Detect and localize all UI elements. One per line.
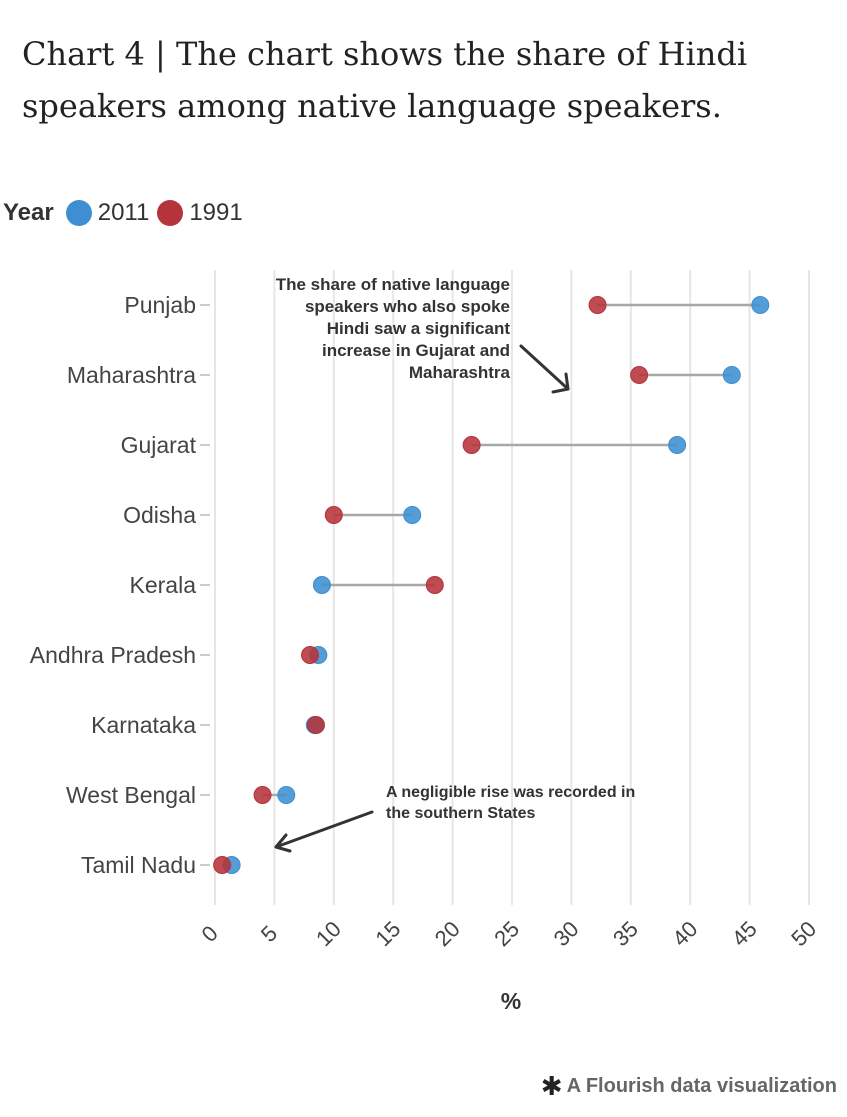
x-tick-label-35: 35 xyxy=(608,916,643,951)
annotation-arrow-lower xyxy=(274,810,374,849)
flourish-asterisk-icon: ✱ xyxy=(540,1071,563,1101)
category-label-punjab: Punjab xyxy=(124,292,196,318)
annotation-arrow-upper xyxy=(519,344,570,391)
annotation-arrowhead-upper xyxy=(551,372,570,394)
point-1991-tamil-nadu xyxy=(213,856,232,874)
x-tick-label-5: 5 xyxy=(256,921,282,947)
legend-label-1991: 1991 xyxy=(189,199,243,226)
x-tick-label-25: 25 xyxy=(489,916,524,951)
x-tick-label-50: 50 xyxy=(786,916,821,951)
category-label-west-bengal: West Bengal xyxy=(66,782,196,808)
legend: Year 2011 1991 xyxy=(3,196,251,230)
category-label-gujarat: Gujarat xyxy=(121,432,197,458)
annotation-southern-states: A negligible rise was recorded in the so… xyxy=(386,784,636,822)
x-tick-label-45: 45 xyxy=(727,916,762,951)
category-label-kerala: Kerala xyxy=(130,572,197,598)
point-1991-punjab xyxy=(588,296,607,314)
point-1991-kerala xyxy=(425,576,444,594)
category-label-andhra-pradesh: Andhra Pradesh xyxy=(30,642,196,668)
annotation-gujarat-maharashtra: The share of native language speakers wh… xyxy=(275,275,510,382)
point-1991-odisha xyxy=(324,506,343,524)
point-2011-maharashtra xyxy=(722,366,741,384)
point-2011-odisha xyxy=(403,506,422,524)
point-2011-gujarat xyxy=(668,436,687,454)
category-label-odisha: Odisha xyxy=(123,502,196,528)
category-label-tamil-nadu: Tamil Nadu xyxy=(81,852,196,878)
x-tick-label-20: 20 xyxy=(430,916,465,951)
category-label-maharashtra: Maharashtra xyxy=(67,362,196,388)
point-1991-west-bengal xyxy=(253,786,272,804)
x-tick-label-15: 15 xyxy=(370,916,405,951)
legend-title: Year xyxy=(3,199,54,226)
point-1991-gujarat xyxy=(462,436,481,454)
x-tick-label-10: 10 xyxy=(311,916,346,951)
annotation-arrowhead-lower xyxy=(274,833,292,853)
x-tick-label-40: 40 xyxy=(667,916,702,951)
category-label-karnataka: Karnataka xyxy=(91,712,196,738)
x-tick-label-0: 0 xyxy=(197,921,223,947)
point-2011-kerala xyxy=(312,576,331,594)
point-1991-karnataka xyxy=(306,716,325,734)
flourish-credit[interactable]: ✱ A Flourish data visualization xyxy=(541,1073,837,1099)
legend-swatch-1991 xyxy=(157,200,184,226)
x-tick-label-30: 30 xyxy=(549,916,584,951)
legend-item-2011[interactable]: 2011 xyxy=(65,199,150,227)
x-axis-label: % xyxy=(501,988,521,1014)
chart-title: Chart 4 | The chart shows the share of H… xyxy=(22,35,748,125)
legend-label-2011: 2011 xyxy=(97,199,150,226)
point-1991-andhra-pradesh xyxy=(301,646,320,664)
dot-plot-chart: Punjab Maharashtra Gujarat Odisha Kerala Andh… xyxy=(30,270,821,1014)
point-1991-maharashtra xyxy=(630,366,649,384)
legend-swatch-2011 xyxy=(65,200,92,226)
point-2011-punjab xyxy=(751,296,770,314)
credit-text: A Flourish data visualization xyxy=(566,1074,837,1097)
point-2011-west-bengal xyxy=(277,786,296,804)
legend-item-1991[interactable]: 1991 xyxy=(157,199,243,227)
